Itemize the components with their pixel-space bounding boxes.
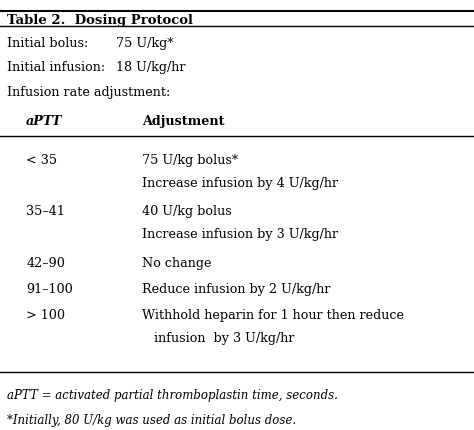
Text: No change: No change bbox=[142, 257, 212, 270]
Text: Adjustment: Adjustment bbox=[142, 115, 225, 128]
Text: 42–90: 42–90 bbox=[26, 257, 65, 270]
Text: Increase infusion by 3 U/kg/hr: Increase infusion by 3 U/kg/hr bbox=[142, 228, 338, 241]
Text: < 35: < 35 bbox=[26, 154, 57, 167]
Text: 40 U/kg bolus: 40 U/kg bolus bbox=[142, 206, 232, 218]
Text: Increase infusion by 4 U/kg/hr: Increase infusion by 4 U/kg/hr bbox=[142, 177, 338, 190]
Text: 35–41: 35–41 bbox=[26, 206, 65, 218]
Text: infusion  by 3 U/kg/hr: infusion by 3 U/kg/hr bbox=[142, 332, 295, 345]
Text: 91–100: 91–100 bbox=[26, 283, 73, 296]
Text: aPTT = activated partial thromboplastin time, seconds.: aPTT = activated partial thromboplastin … bbox=[7, 389, 338, 402]
Text: > 100: > 100 bbox=[26, 309, 65, 322]
Text: Initial infusion:: Initial infusion: bbox=[7, 61, 105, 74]
Text: aPTT: aPTT bbox=[26, 115, 63, 128]
Text: Reduce infusion by 2 U/kg/hr: Reduce infusion by 2 U/kg/hr bbox=[142, 283, 331, 296]
Text: Table 2.  Dosing Protocol: Table 2. Dosing Protocol bbox=[7, 14, 193, 27]
Text: 75 U/kg*: 75 U/kg* bbox=[116, 37, 173, 49]
Text: Withhold heparin for 1 hour then reduce: Withhold heparin for 1 hour then reduce bbox=[142, 309, 404, 322]
Text: Initial bolus:: Initial bolus: bbox=[7, 37, 89, 49]
Text: 75 U/kg bolus*: 75 U/kg bolus* bbox=[142, 154, 238, 167]
Text: *Initially, 80 U/kg was used as initial bolus dose.: *Initially, 80 U/kg was used as initial … bbox=[7, 414, 296, 427]
Text: Infusion rate adjustment:: Infusion rate adjustment: bbox=[7, 86, 171, 99]
Text: 18 U/kg/hr: 18 U/kg/hr bbox=[116, 61, 186, 74]
